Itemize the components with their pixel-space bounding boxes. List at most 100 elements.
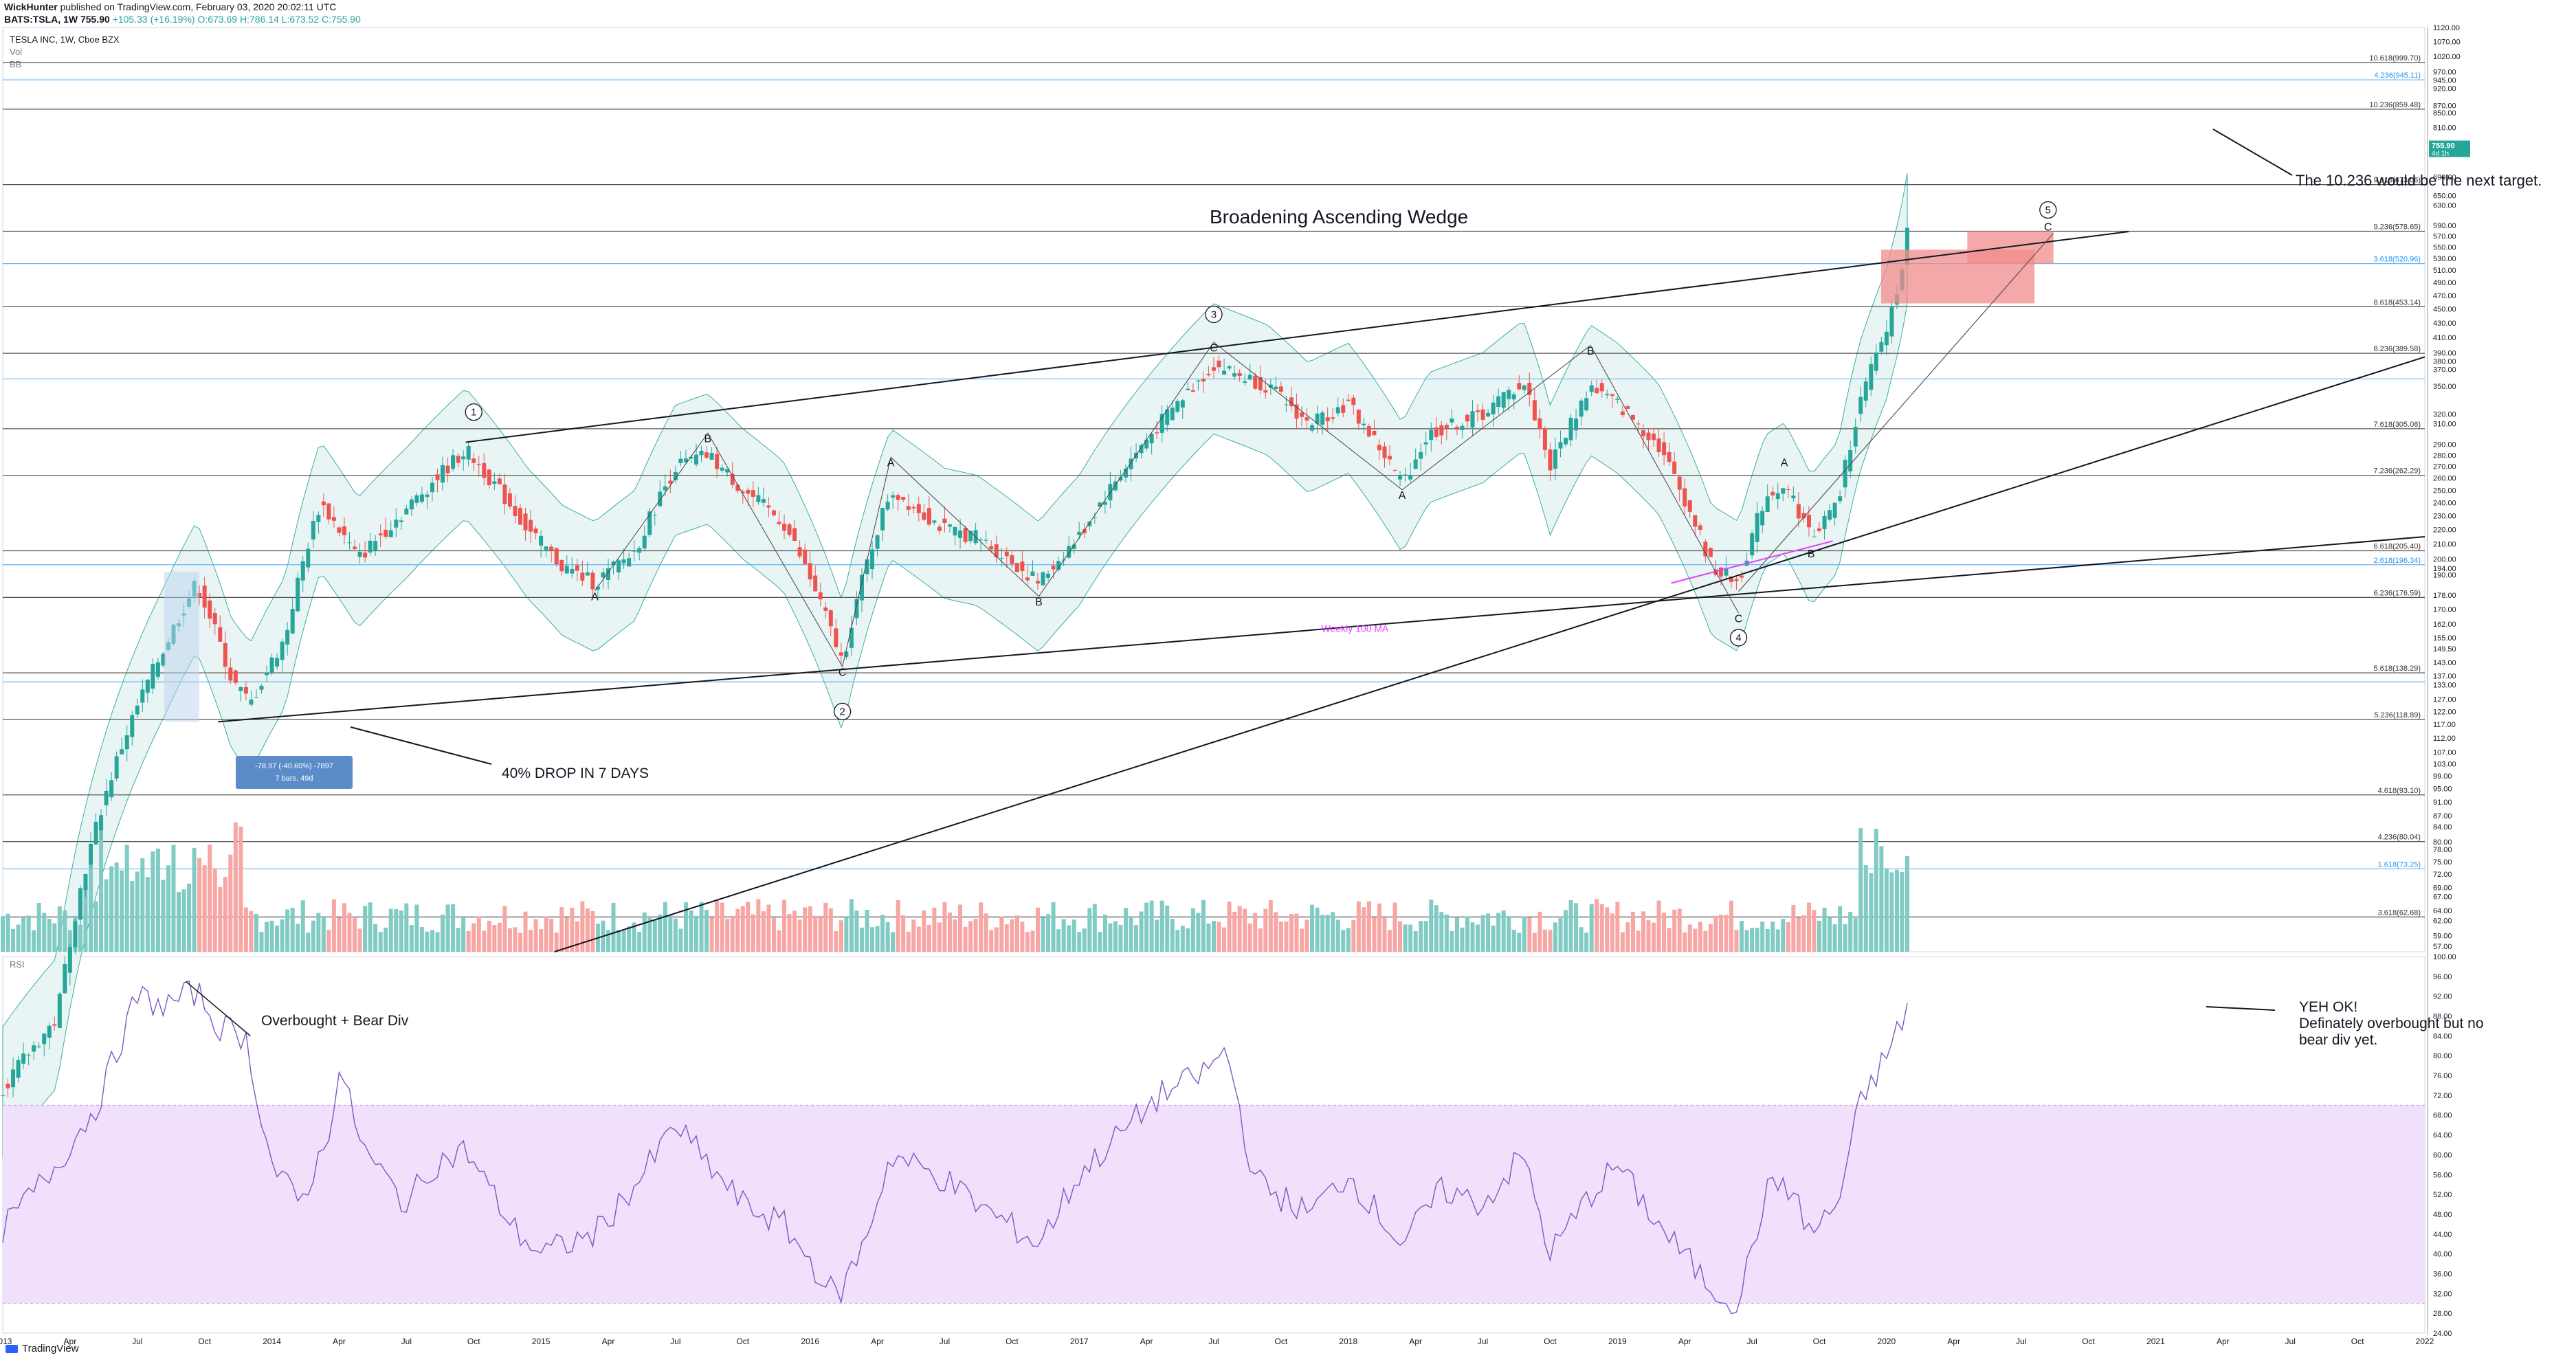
candle-body — [968, 531, 973, 542]
author[interactable]: WickHunter — [4, 1, 58, 12]
volume-bar — [1388, 930, 1392, 952]
candle-body — [161, 654, 166, 666]
x-tick-label: 2016 — [801, 1337, 819, 1346]
candle-body — [1532, 400, 1537, 421]
price-tick-label: 112.00 — [2433, 735, 2456, 743]
price-tick-label: 143.00 — [2433, 659, 2456, 667]
candle-body — [1051, 565, 1056, 570]
volume-bar — [808, 906, 812, 952]
rsi-band — [3, 1105, 2425, 1304]
symbol: BATS:TSLA, 1W — [4, 14, 78, 25]
abc-zigzag — [595, 342, 1739, 668]
candle-body — [120, 749, 124, 755]
x-tick-label: 2021 — [2146, 1337, 2165, 1346]
volume-bar — [456, 928, 460, 952]
volume-bar — [1201, 900, 1206, 952]
volume-bar — [1589, 904, 1594, 952]
candle-body — [1781, 488, 1786, 494]
candle-body — [808, 563, 812, 580]
price-tick-label: 210.00 — [2433, 541, 2456, 549]
candle-body — [1206, 374, 1211, 376]
x-tick-label: Jul — [2016, 1337, 2026, 1346]
candle-body — [1517, 383, 1522, 390]
candle-body — [1574, 418, 1579, 431]
candle-body — [513, 506, 518, 517]
candle-body — [1278, 386, 1283, 392]
volume-bar — [1698, 922, 1702, 952]
footer-brand[interactable]: TradingView — [22, 1343, 79, 1354]
candle-body — [1806, 515, 1811, 528]
volume-bar — [1652, 922, 1656, 952]
candle-body — [1423, 442, 1428, 445]
candle-body — [834, 628, 839, 647]
candle-body — [404, 509, 409, 515]
volume-bar — [1206, 923, 1211, 952]
candle-body — [1196, 380, 1201, 382]
candle-body — [1630, 414, 1635, 420]
candle-body — [621, 559, 626, 563]
volume-bar — [1444, 914, 1449, 952]
volume-bar — [740, 906, 745, 952]
candle-body — [1822, 515, 1827, 530]
x-tick-label: 2022 — [2416, 1337, 2434, 1346]
volume-bar — [1051, 902, 1056, 952]
volume-bar — [202, 865, 207, 952]
candle-body — [854, 599, 859, 618]
candle-body — [632, 550, 636, 552]
candle-body — [223, 643, 227, 667]
price-tick-label: 80.00 — [2433, 838, 2452, 847]
volume-bar — [130, 880, 135, 952]
fib-level-label: 7.618(305.08) — [2374, 421, 2421, 429]
volume-bar — [896, 900, 900, 952]
volume-bar — [306, 933, 311, 952]
volume-bar — [109, 866, 114, 952]
price-tick-label: 450.00 — [2433, 305, 2456, 313]
candle-body — [1362, 423, 1366, 425]
volume-bar — [316, 913, 321, 952]
wave-number: 1 — [471, 407, 476, 418]
candle-body — [47, 1025, 52, 1038]
price-tick-label: 390.00 — [2433, 350, 2456, 358]
last-price-tag — [2429, 140, 2470, 157]
wave-number: 2 — [839, 706, 845, 717]
volume-bar — [78, 924, 82, 952]
x-tick-label: Oct — [736, 1337, 749, 1346]
bollinger-band — [2, 173, 1908, 1159]
candle-body — [1315, 413, 1320, 424]
rsi-tick-label: 28.00 — [2433, 1310, 2452, 1318]
candle-body — [1155, 432, 1159, 434]
candle-body — [673, 471, 678, 480]
volume-bar — [233, 822, 238, 952]
candle-body — [1165, 409, 1170, 425]
candle-body — [1046, 573, 1051, 578]
candle-body — [529, 520, 533, 532]
volume-bar — [1077, 931, 1082, 952]
volume-bar — [1392, 902, 1397, 952]
candle-body — [1677, 476, 1682, 490]
candle-body — [155, 662, 160, 677]
candle-body — [228, 667, 233, 681]
volume-bar — [870, 927, 875, 952]
candle-body — [306, 548, 311, 568]
volume-bar — [259, 932, 264, 952]
fib-level-label: 8.236(389.58) — [2374, 345, 2421, 353]
volume-bar — [104, 879, 109, 952]
volume-bar — [399, 910, 403, 952]
x-tick-label: Oct — [2082, 1337, 2095, 1346]
volume-bar — [155, 848, 160, 952]
candle-body — [394, 520, 399, 528]
wave-number: 4 — [1735, 632, 1741, 644]
candle-body — [1667, 451, 1672, 462]
x-tick-label: Oct — [198, 1337, 211, 1346]
candle-body — [839, 652, 843, 656]
volume-bar — [1817, 920, 1821, 952]
volume-bar — [1532, 933, 1537, 952]
candle-body — [67, 947, 72, 973]
candle-body — [1072, 544, 1076, 549]
volume-bar — [994, 927, 999, 952]
volume-bar — [223, 877, 227, 952]
volume-bar — [466, 930, 471, 952]
candle-body — [1320, 412, 1325, 425]
price-tick-label: 1120.00 — [2433, 24, 2460, 32]
